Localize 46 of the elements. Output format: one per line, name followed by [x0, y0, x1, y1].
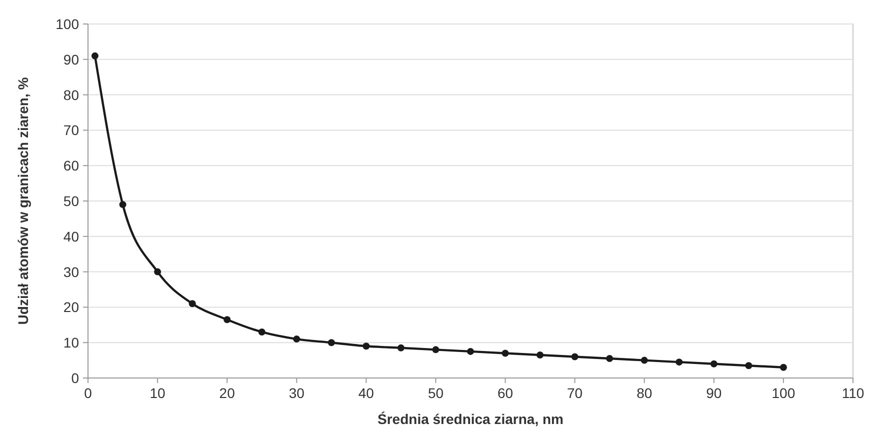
y-tick-label: 80 — [63, 86, 80, 103]
point — [710, 360, 718, 368]
x-tick-label: 30 — [288, 385, 305, 401]
y-tick-label: 90 — [63, 51, 80, 68]
point — [224, 316, 231, 324]
point — [536, 351, 544, 358]
x-tick-label: 90 — [706, 385, 722, 401]
y-tick-label: 30 — [63, 264, 80, 280]
point — [362, 342, 370, 350]
y-tick-label: 50 — [63, 193, 80, 209]
point — [745, 362, 752, 370]
point — [780, 364, 787, 371]
point — [467, 348, 474, 355]
point — [432, 346, 440, 354]
y-tick-label: 10 — [63, 334, 80, 351]
x-tick-label: 50 — [428, 385, 444, 401]
x-tick-label: 100 — [772, 385, 796, 401]
x-axis-title: Średnia średnica ziarna, nm — [378, 411, 564, 427]
x-tick-label: 0 — [84, 385, 92, 401]
x-tick-label: 10 — [150, 385, 166, 401]
x-tick-label: 110 — [842, 385, 864, 401]
point — [258, 328, 266, 336]
point — [328, 339, 335, 346]
y-tick-label: 40 — [63, 228, 80, 244]
x-tick-label: 60 — [497, 385, 514, 401]
point — [188, 300, 196, 308]
y-tick-label: 60 — [63, 158, 80, 174]
point — [91, 52, 98, 60]
y-tick-label: 100 — [56, 16, 80, 32]
point — [676, 358, 683, 366]
point — [119, 201, 126, 208]
point — [640, 356, 648, 364]
point — [397, 344, 404, 352]
x-tick-label: 80 — [636, 385, 652, 401]
y-tick-label: 70 — [63, 122, 80, 138]
point — [293, 336, 300, 343]
point — [502, 350, 509, 357]
x-tick-label: 70 — [567, 385, 583, 401]
point — [154, 268, 162, 276]
point — [606, 355, 614, 362]
point — [571, 353, 578, 360]
x-tick-label: 40 — [358, 385, 374, 401]
x-tick-label: 20 — [219, 385, 236, 401]
y-tick-label: 20 — [63, 299, 80, 316]
y-axis-title: Udział atomów w granicach ziaren, % — [15, 76, 31, 325]
y-tick-label: 0 — [71, 370, 80, 386]
